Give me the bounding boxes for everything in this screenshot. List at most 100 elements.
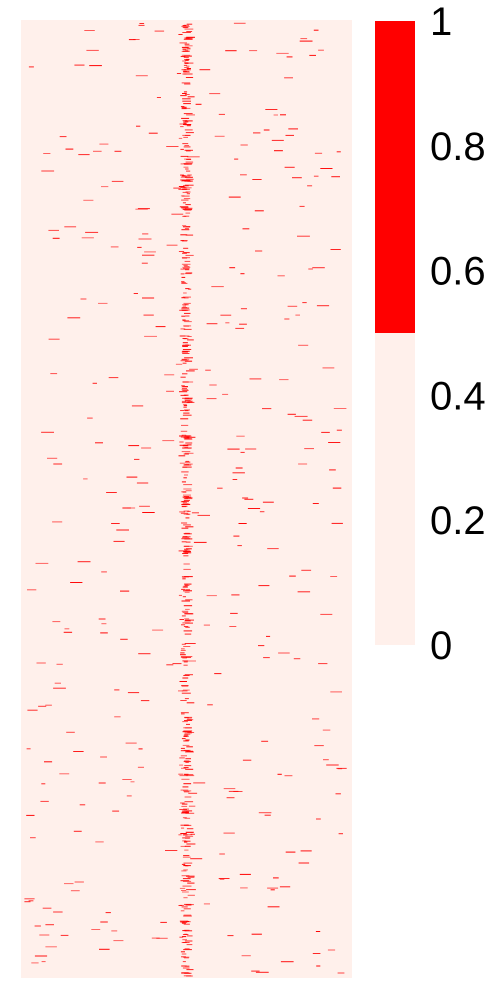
- heatmap-cell: [181, 600, 190, 602]
- heatmap-cell: [188, 288, 192, 290]
- heatmap-cell: [106, 492, 117, 493]
- heatmap-cell: [183, 484, 193, 486]
- heatmap-cell: [182, 70, 187, 72]
- heatmap-cell: [112, 810, 120, 812]
- heatmap-cell: [180, 512, 189, 514]
- heatmap-cell: [183, 338, 189, 340]
- heatmap-cell: [183, 956, 190, 958]
- heatmap-cell: [267, 548, 279, 550]
- heatmap-cell: [185, 751, 194, 753]
- heatmap-cell: [184, 321, 192, 323]
- heatmap-cell: [181, 106, 187, 108]
- heatmap-cell: [186, 944, 193, 946]
- heatmap-cell: [101, 571, 107, 573]
- heatmap-cell: [181, 297, 186, 299]
- heatmap-cell: [36, 662, 46, 664]
- heatmap-cell: [214, 135, 225, 137]
- heatmap-cell: [172, 663, 182, 665]
- heatmap-cell: [264, 814, 271, 816]
- heatmap-cell: [230, 612, 238, 614]
- heatmap-cell: [263, 129, 270, 131]
- heatmap-cell: [240, 144, 248, 146]
- heatmap-cell: [180, 360, 189, 362]
- heatmap-cell: [178, 186, 185, 187]
- heatmap-cell: [181, 805, 188, 807]
- heatmap-cell: [187, 174, 192, 176]
- heatmap-cell: [184, 149, 193, 151]
- heatmap-cell: [183, 605, 193, 607]
- heatmap-cell: [183, 590, 192, 592]
- heatmap-cell: [184, 841, 188, 843]
- heatmap-cell: [83, 478, 88, 480]
- heatmap-cell: [180, 376, 186, 378]
- heatmap-cell: [249, 378, 262, 380]
- heatmap-cell: [26, 814, 35, 816]
- heatmap-cell: [184, 633, 192, 635]
- heatmap-cell: [183, 113, 193, 115]
- heatmap-cell: [184, 549, 190, 551]
- heatmap-cell: [185, 77, 194, 78]
- heatmap-cell: [114, 716, 121, 718]
- heatmap-cell: [183, 734, 189, 736]
- heatmap-cell: [179, 444, 188, 446]
- heatmap-cell: [74, 64, 85, 66]
- heatmap-cell: [181, 803, 188, 805]
- heatmap-cell: [181, 922, 186, 924]
- heatmap-cell: [126, 795, 132, 797]
- heatmap-cell: [186, 702, 195, 704]
- heatmap-cell: [183, 264, 188, 266]
- heatmap-cell: [143, 314, 154, 316]
- heatmap-cell: [190, 858, 203, 860]
- heatmap-cell: [301, 569, 312, 571]
- heatmap-cell: [258, 585, 270, 587]
- heatmap-cell: [242, 228, 250, 230]
- heatmap-cell: [338, 833, 343, 835]
- heatmap-cell: [278, 652, 290, 654]
- heatmap-cell: [184, 733, 191, 735]
- heatmap-cell: [92, 382, 97, 384]
- heatmap-cell: [185, 288, 190, 290]
- heatmap-cell: [225, 322, 230, 324]
- heatmap-cell: [181, 778, 190, 780]
- heatmap-cell: [70, 582, 83, 583]
- heatmap-cell: [238, 523, 247, 524]
- heatmap-cell: [113, 940, 124, 942]
- heatmap-cell: [184, 498, 188, 500]
- heatmap-cell: [188, 805, 196, 807]
- heatmap-cell: [80, 298, 87, 300]
- heatmap-cell: [181, 199, 189, 201]
- heatmap-cell: [101, 623, 107, 625]
- heatmap-cell: [184, 438, 192, 440]
- heatmap-cell: [186, 775, 195, 777]
- heatmap-cell: [336, 767, 347, 769]
- heatmap-cell: [183, 121, 189, 123]
- heatmap-cell: [180, 802, 185, 804]
- heatmap-cell: [111, 523, 120, 524]
- heatmap-cell: [193, 541, 207, 543]
- heatmap-cell: [183, 404, 187, 406]
- heatmap-cell: [263, 657, 270, 659]
- heatmap-cell: [181, 69, 186, 71]
- heatmap-cell: [185, 410, 189, 412]
- heatmap-cell: [179, 123, 187, 125]
- heatmap-cell: [227, 935, 234, 937]
- heatmap-cell: [315, 931, 321, 932]
- heatmap-cell: [183, 437, 190, 439]
- heatmap-cell: [151, 937, 160, 939]
- heatmap-cell: [184, 720, 192, 721]
- heatmap-cell: [182, 586, 188, 588]
- heatmap-cell: [181, 863, 186, 865]
- heatmap-cell: [185, 904, 192, 906]
- heatmap-cell: [179, 764, 184, 766]
- heatmap-cell: [240, 887, 248, 889]
- heatmap-cell: [184, 532, 190, 534]
- heatmap-cell: [114, 689, 120, 691]
- heatmap-cell: [63, 631, 73, 633]
- heatmap-cell: [183, 897, 188, 899]
- heatmap-cell: [184, 849, 189, 851]
- heatmap-cell: [180, 436, 190, 438]
- heatmap-cell: [220, 314, 232, 316]
- heatmap-cell: [181, 117, 190, 119]
- heatmap-cell: [184, 774, 194, 776]
- heatmap-cell: [183, 328, 192, 330]
